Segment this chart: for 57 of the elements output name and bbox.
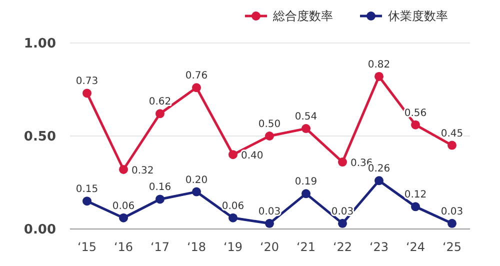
- x-tick-label: ‘19: [223, 240, 243, 254]
- point: [302, 189, 310, 198]
- point: [119, 213, 128, 222]
- point: [374, 176, 384, 186]
- data-label: 0.26: [368, 164, 390, 175]
- point: [192, 83, 201, 92]
- data-label: 0.16: [148, 182, 172, 194]
- data-label: 0.45: [440, 128, 464, 140]
- data-label: 0.06: [222, 200, 244, 212]
- x-tick-label: ‘25: [442, 240, 462, 254]
- data-label: 0.19: [294, 176, 318, 188]
- point: [156, 194, 164, 204]
- point: [374, 72, 384, 81]
- point: [265, 132, 274, 140]
- data-label: 0.54: [294, 112, 318, 123]
- x-tick-label: ‘24: [406, 240, 426, 254]
- data-label: 0.73: [76, 76, 98, 88]
- point: [411, 120, 420, 130]
- data-label: 0.15: [76, 184, 98, 196]
- x-tick-label: ‘17: [150, 240, 170, 254]
- x-tick-label: ‘21: [296, 240, 316, 254]
- y-tick-label: 1.00: [24, 36, 56, 52]
- x-tick-label: ‘16: [114, 240, 134, 254]
- data-label: 0.03: [258, 206, 281, 218]
- data-label: 0.82: [368, 59, 390, 70]
- point: [448, 218, 456, 228]
- data-label: 0.62: [148, 96, 172, 108]
- legend-label: 休業度数率: [388, 9, 448, 24]
- point: [82, 196, 92, 206]
- point: [411, 202, 420, 212]
- point: [119, 164, 128, 174]
- point: [82, 88, 92, 98]
- x-tick-label: ‘23: [369, 240, 389, 254]
- point: [156, 109, 164, 118]
- x-tick-label: ‘20: [260, 240, 280, 254]
- y-tick-label: 0.00: [24, 222, 56, 238]
- point: [228, 213, 238, 222]
- point: [192, 187, 201, 196]
- data-label: 0.06: [112, 200, 135, 212]
- point: [265, 218, 274, 228]
- point: [338, 218, 347, 228]
- point: [448, 140, 456, 150]
- data-label: 0.12: [404, 190, 427, 201]
- data-label: 0.20: [185, 174, 208, 186]
- point: [228, 150, 238, 160]
- legend-label: 総合度数率: [272, 9, 333, 24]
- data-label: 0.03: [440, 206, 464, 218]
- data-label: 0.40: [241, 150, 264, 162]
- x-tick-label: ‘22: [332, 240, 352, 254]
- x-tick-label: ‘18: [186, 240, 206, 254]
- x-tick-label: ‘15: [77, 240, 97, 254]
- point: [302, 124, 310, 134]
- data-label: 0.32: [132, 165, 154, 176]
- data-label: 0.50: [258, 119, 281, 130]
- point: [338, 158, 347, 167]
- data-label: 0.76: [185, 70, 208, 82]
- y-tick-label: 0.50: [24, 130, 56, 145]
